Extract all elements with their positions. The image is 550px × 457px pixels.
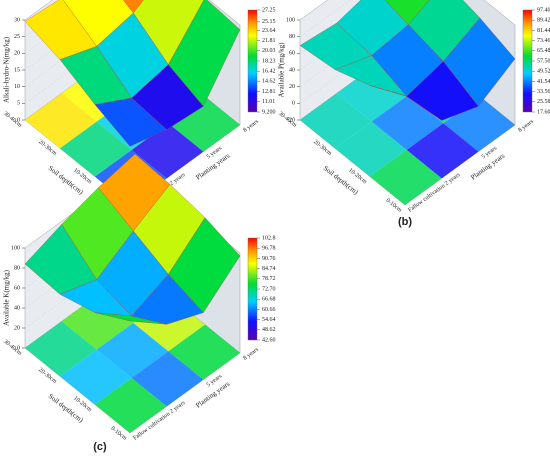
floor-projection <box>168 324 240 380</box>
surface-patch <box>369 85 442 121</box>
z-tick-label: 0 <box>17 345 20 351</box>
colorbar-label: 90.76 <box>262 256 276 262</box>
year-tick-label: 8 years <box>517 118 535 133</box>
colorbar-label: 23.64 <box>262 28 276 34</box>
floor-projection <box>60 121 132 177</box>
floor-projection <box>406 123 479 179</box>
colorbar-label: 54.64 <box>262 317 276 323</box>
z-tick-label: 5 <box>17 101 20 107</box>
surface-patch <box>94 312 167 325</box>
z-tick-label: 40 <box>289 67 295 73</box>
colorbar-label: 49.52 <box>537 69 550 75</box>
surface-patch <box>123 0 144 14</box>
year-tick-label: 8 years <box>242 118 260 133</box>
z-tick-label: 20 <box>14 325 20 331</box>
z-tick-label: 80 <box>289 34 295 40</box>
colorbar-label: 41.54 <box>537 79 550 85</box>
colorbar-label: 48.62 <box>262 327 276 333</box>
year-tick-label: 8 years <box>242 346 260 361</box>
colorbar-label: 72.70 <box>262 286 276 292</box>
floor-projection <box>300 93 372 149</box>
z-tick-label: -20 <box>287 117 295 123</box>
floor-projection <box>335 121 407 177</box>
panel: 051015202530Alkali-hydro-N(mg/kg)0-10cm1… <box>2 0 276 228</box>
x-axis-label: Soil depth(cm) <box>47 392 85 424</box>
z-tick-label: 40 <box>14 305 20 311</box>
z-axis-label: Available P(mg/kg) <box>278 42 286 98</box>
z-tick-label: 100 <box>286 17 295 23</box>
floor-projection <box>60 349 132 405</box>
floor-projection <box>61 294 134 350</box>
z-tick-label: 10 <box>14 84 20 90</box>
surface-patch <box>94 97 167 147</box>
floor-projection <box>95 378 167 433</box>
z-axis-label: Available K(mg/kg) <box>3 269 11 326</box>
colorbar-label: 81.44 <box>537 28 550 34</box>
colorbar-label: 25.58 <box>537 99 550 105</box>
z-tick-label: 60 <box>14 285 20 291</box>
floor-projection <box>371 95 444 150</box>
colorbar-label: 89.42 <box>537 18 550 24</box>
z-tick-label: 25 <box>14 34 20 40</box>
colorbar-label: 57.50 <box>537 58 550 64</box>
colorbar-label: 78.72 <box>262 276 276 282</box>
z-tick-label: 80 <box>14 265 20 271</box>
colorbar-label: 21.81 <box>262 38 276 44</box>
z-axis-label: Alkali-hydro-N(mg/kg) <box>3 36 11 103</box>
colorbar-label: 14.62 <box>262 79 276 85</box>
colorbar <box>247 237 258 341</box>
colorbar-label: 65.48 <box>537 48 550 54</box>
x-axis-label: Soil depth(cm) <box>322 164 360 196</box>
z-tick-label: 20 <box>289 84 295 90</box>
colorbar-label: 60.66 <box>262 307 276 313</box>
panel-label: (b) <box>398 216 412 228</box>
floor-projection <box>131 351 204 407</box>
colorbar-label: 66.68 <box>262 297 276 303</box>
z-tick-label: 60 <box>289 51 295 57</box>
colorbar-label: 16.42 <box>262 69 276 75</box>
colorbar-label: 97.40 <box>537 7 550 13</box>
colorbar-label: 17.60 <box>537 109 550 115</box>
colorbar-label: 96.78 <box>262 246 276 252</box>
colorbar-label: 42.60 <box>262 337 276 343</box>
z-tick-label: 20 <box>14 51 20 57</box>
colorbar <box>522 9 533 113</box>
colorbar-label: 73.46 <box>537 38 550 44</box>
floor-projection <box>370 150 442 205</box>
floor-projection <box>336 66 409 122</box>
panel-label: (c) <box>93 441 107 453</box>
colorbar-label: 9.200 <box>262 109 276 115</box>
colorbar-label: 11.01 <box>262 99 275 105</box>
floor-projection <box>25 321 97 377</box>
z-tick-label: 15 <box>14 67 20 73</box>
colorbar <box>247 9 258 113</box>
z-tick-label: 0 <box>292 101 295 107</box>
colorbar-label: 84.74 <box>262 266 276 272</box>
colorbar-label: 102.8 <box>262 235 276 241</box>
colorbar-label: 33.56 <box>537 89 550 95</box>
colorbar-label: 25.15 <box>262 19 276 25</box>
colorbar-label: 27.25 <box>262 7 276 13</box>
colorbar-label: 20.03 <box>262 48 276 54</box>
z-tick-label: 30 <box>14 17 20 23</box>
x-axis-label: Soil depth(cm) <box>47 164 85 196</box>
colorbar-label: 12.81 <box>262 89 276 95</box>
z-tick-label: 100 <box>11 245 20 251</box>
z-tick-label: 0 <box>17 117 20 123</box>
colorbar-label: 18.23 <box>262 58 276 64</box>
floor-projection <box>96 323 169 378</box>
floor-projection <box>25 93 97 149</box>
